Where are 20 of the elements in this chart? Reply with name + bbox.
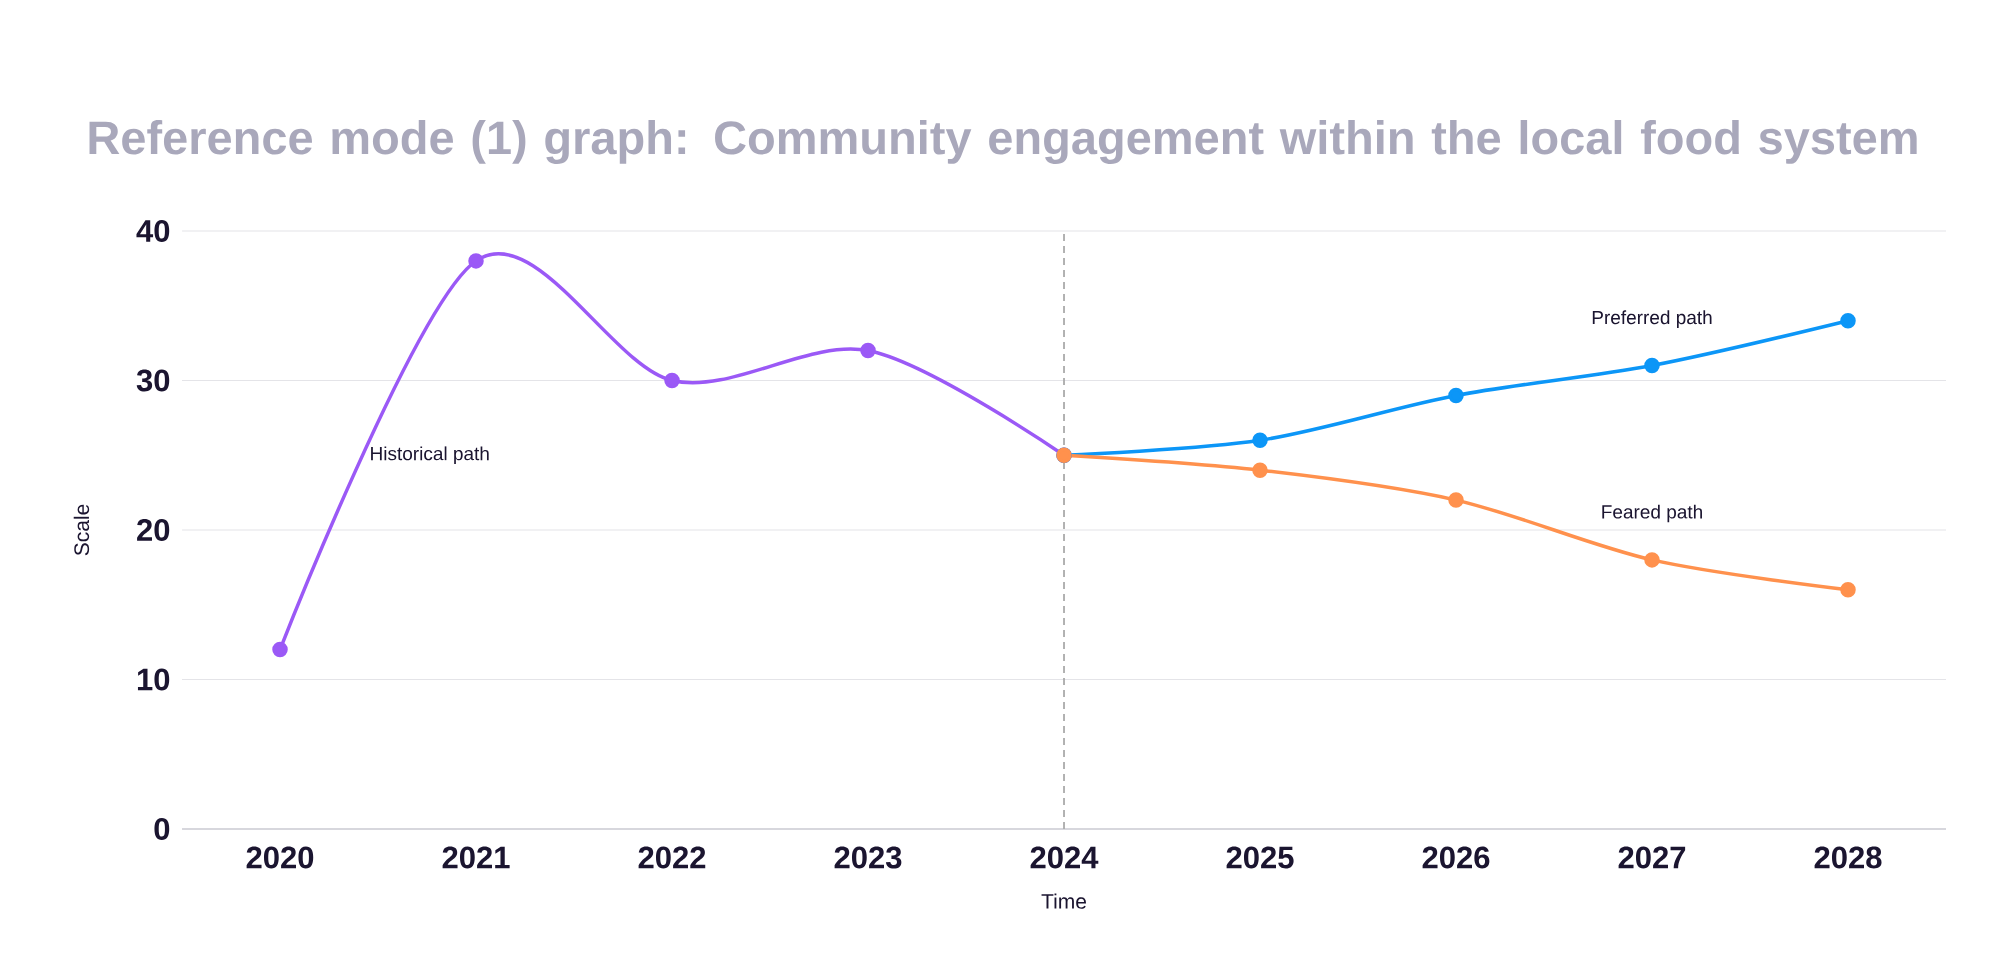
y-tick-label: 30 bbox=[136, 369, 170, 392]
x-tick-label: 2027 bbox=[1618, 846, 1686, 869]
x-tick-label: 2025 bbox=[1226, 846, 1294, 869]
x-tick-label: 2026 bbox=[1422, 846, 1490, 869]
series-label: Feared path bbox=[1602, 504, 1702, 523]
series-label: Historical path bbox=[371, 446, 489, 465]
y-axis-title: Scale bbox=[73, 504, 90, 556]
x-tick-label: 2023 bbox=[834, 846, 902, 869]
y-tick-label: 20 bbox=[137, 519, 170, 541]
y-tick-label: 40 bbox=[136, 220, 170, 242]
series-label: Preferred path bbox=[1592, 310, 1712, 328]
x-tick-label: 2024 bbox=[1030, 846, 1099, 869]
x-axis-title: Time bbox=[1041, 893, 1087, 909]
x-tick-label: 2021 bbox=[442, 846, 510, 869]
x-tick-label: 2020 bbox=[246, 846, 314, 869]
y-tick-label: 10 bbox=[137, 668, 170, 691]
y-tick-label: 0 bbox=[154, 818, 170, 840]
x-tick-label: 2028 bbox=[1814, 846, 1882, 869]
x-tick-label: 2022 bbox=[638, 846, 706, 869]
chart-title: Reference mode (1) graph: Community engagement within the local food system bbox=[89, 119, 1917, 164]
